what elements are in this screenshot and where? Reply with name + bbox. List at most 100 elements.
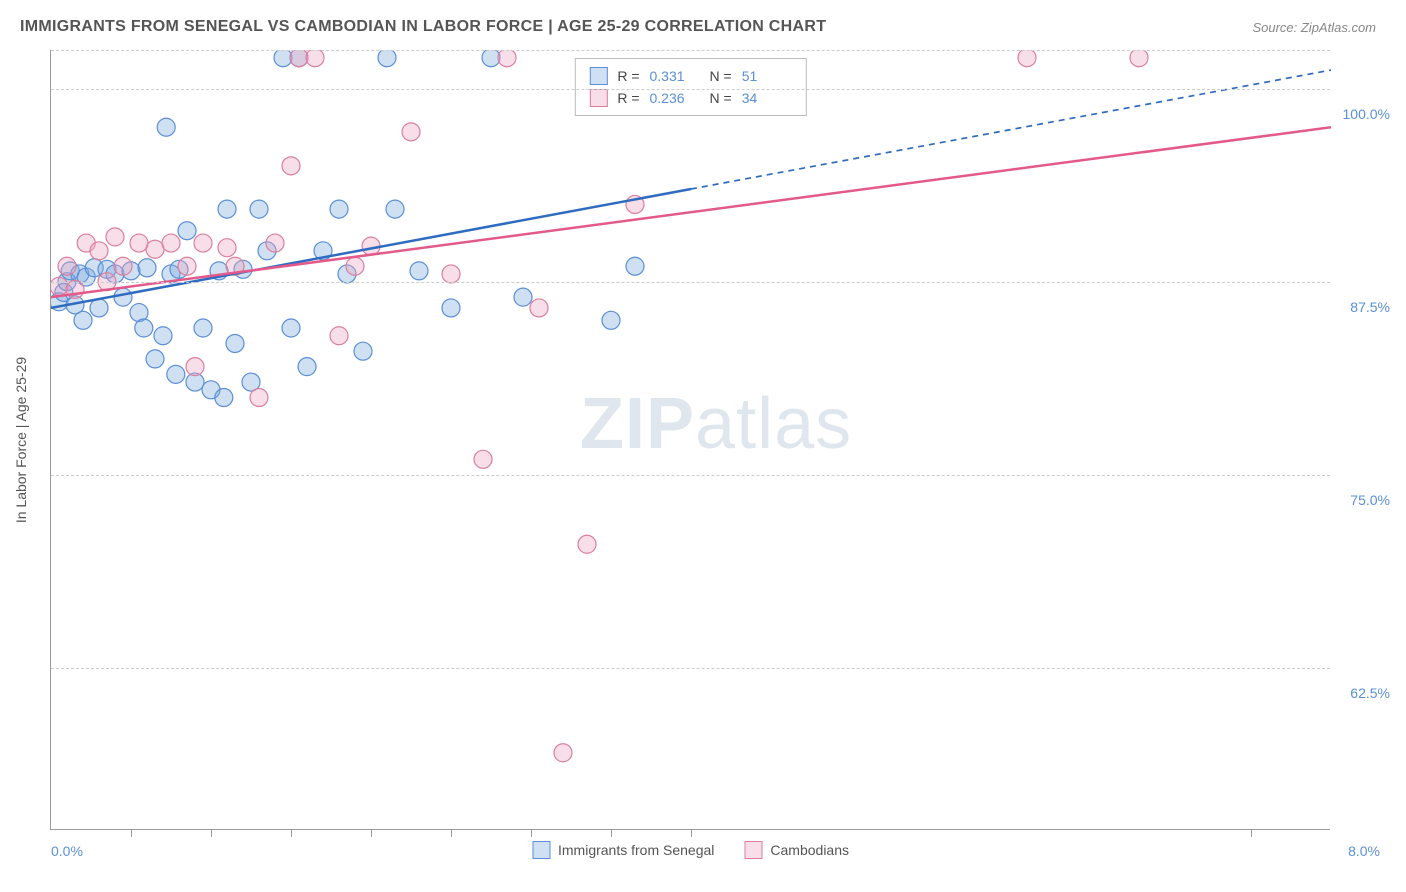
data-point: [250, 389, 268, 407]
r-value-cambodian: 0.236: [650, 90, 700, 106]
y-tick-label: 100.0%: [1335, 106, 1390, 122]
data-point: [498, 50, 516, 67]
x-tick: [451, 829, 452, 837]
data-point: [167, 365, 185, 383]
n-value-senegal: 51: [742, 68, 792, 84]
y-tick-label: 75.0%: [1335, 492, 1390, 508]
data-point: [274, 50, 292, 67]
data-point: [578, 535, 596, 553]
data-point: [74, 311, 92, 329]
legend-bottom-cambodian: Cambodians: [744, 841, 849, 859]
chart-container: IMMIGRANTS FROM SENEGAL VS CAMBODIAN IN …: [0, 0, 1406, 892]
r-label: R =: [617, 68, 639, 84]
gridline: [51, 50, 1330, 51]
scatter-svg: [51, 50, 1331, 830]
data-point: [554, 744, 572, 762]
data-point: [330, 327, 348, 345]
data-point: [162, 234, 180, 252]
data-point: [58, 257, 76, 275]
data-point: [514, 288, 532, 306]
data-point: [90, 242, 108, 260]
n-label: N =: [710, 90, 732, 106]
n-value-cambodian: 34: [742, 90, 792, 106]
data-point: [226, 334, 244, 352]
data-point: [114, 288, 132, 306]
data-point: [282, 319, 300, 337]
legend-swatch-cambodian-icon: [744, 841, 762, 859]
data-point: [298, 358, 316, 376]
legend-row-1: R = 0.331 N = 51: [589, 65, 791, 87]
data-point: [51, 277, 68, 295]
data-point: [1130, 50, 1148, 67]
data-point: [186, 358, 204, 376]
x-tick: [131, 829, 132, 837]
r-value-senegal: 0.331: [650, 68, 700, 84]
legend-bottom-label-senegal: Immigrants from Senegal: [558, 842, 714, 858]
legend-swatch-cambodian: [589, 89, 607, 107]
data-point: [306, 50, 324, 67]
data-point: [378, 50, 396, 67]
data-point: [138, 259, 156, 277]
data-point: [90, 299, 108, 317]
data-point: [410, 262, 428, 280]
data-point: [354, 342, 372, 360]
data-point: [218, 239, 236, 257]
data-point: [106, 228, 124, 246]
data-point: [442, 265, 460, 283]
plot-area: In Labor Force | Age 25-29 ZIPatlas R = …: [50, 50, 1330, 830]
data-point: [530, 299, 548, 317]
x-tick: [371, 829, 372, 837]
data-point: [290, 50, 308, 67]
legend-bottom-label-cambodian: Cambodians: [770, 842, 849, 858]
chart-title: IMMIGRANTS FROM SENEGAL VS CAMBODIAN IN …: [20, 18, 826, 36]
data-point: [266, 234, 284, 252]
data-point: [178, 222, 196, 240]
x-tick: [211, 829, 212, 837]
source-attribution: Source: ZipAtlas.com: [1252, 20, 1376, 35]
legend-bottom-senegal: Immigrants from Senegal: [532, 841, 714, 859]
legend-swatch-senegal: [589, 67, 607, 85]
y-tick-label: 87.5%: [1335, 299, 1390, 315]
data-point: [114, 257, 132, 275]
legend-top: R = 0.331 N = 51 R = 0.236 N = 34: [574, 58, 806, 116]
x-tick: [611, 829, 612, 837]
data-point: [146, 240, 164, 258]
data-point: [386, 200, 404, 218]
data-point: [135, 319, 153, 337]
x-tick: [691, 829, 692, 837]
data-point: [154, 327, 172, 345]
x-tick: [1251, 829, 1252, 837]
legend-bottom: Immigrants from Senegal Cambodians: [532, 841, 849, 859]
data-point: [146, 350, 164, 368]
gridline: [51, 282, 1330, 283]
data-point: [626, 257, 644, 275]
legend-row-2: R = 0.236 N = 34: [589, 87, 791, 109]
gridline: [51, 475, 1330, 476]
data-point: [250, 200, 268, 218]
r-label: R =: [617, 90, 639, 106]
data-point: [482, 50, 500, 67]
y-tick-label: 62.5%: [1335, 685, 1390, 701]
data-point: [346, 257, 364, 275]
n-label: N =: [710, 68, 732, 84]
trend-line: [51, 127, 1331, 297]
y-axis-title: In Labor Force | Age 25-29: [13, 356, 29, 522]
data-point: [282, 157, 300, 175]
data-point: [330, 200, 348, 218]
x-tick: [291, 829, 292, 837]
x-min-label: 0.0%: [51, 843, 83, 859]
data-point: [602, 311, 620, 329]
data-point: [194, 234, 212, 252]
data-point: [402, 123, 420, 141]
legend-swatch-senegal-icon: [532, 841, 550, 859]
x-max-label: 8.0%: [1348, 843, 1380, 859]
data-point: [194, 319, 212, 337]
data-point: [157, 118, 175, 136]
data-point: [178, 257, 196, 275]
gridline: [51, 668, 1330, 669]
x-tick: [531, 829, 532, 837]
gridline: [51, 89, 1330, 90]
data-point: [1018, 50, 1036, 67]
data-point: [474, 450, 492, 468]
data-point: [215, 389, 233, 407]
